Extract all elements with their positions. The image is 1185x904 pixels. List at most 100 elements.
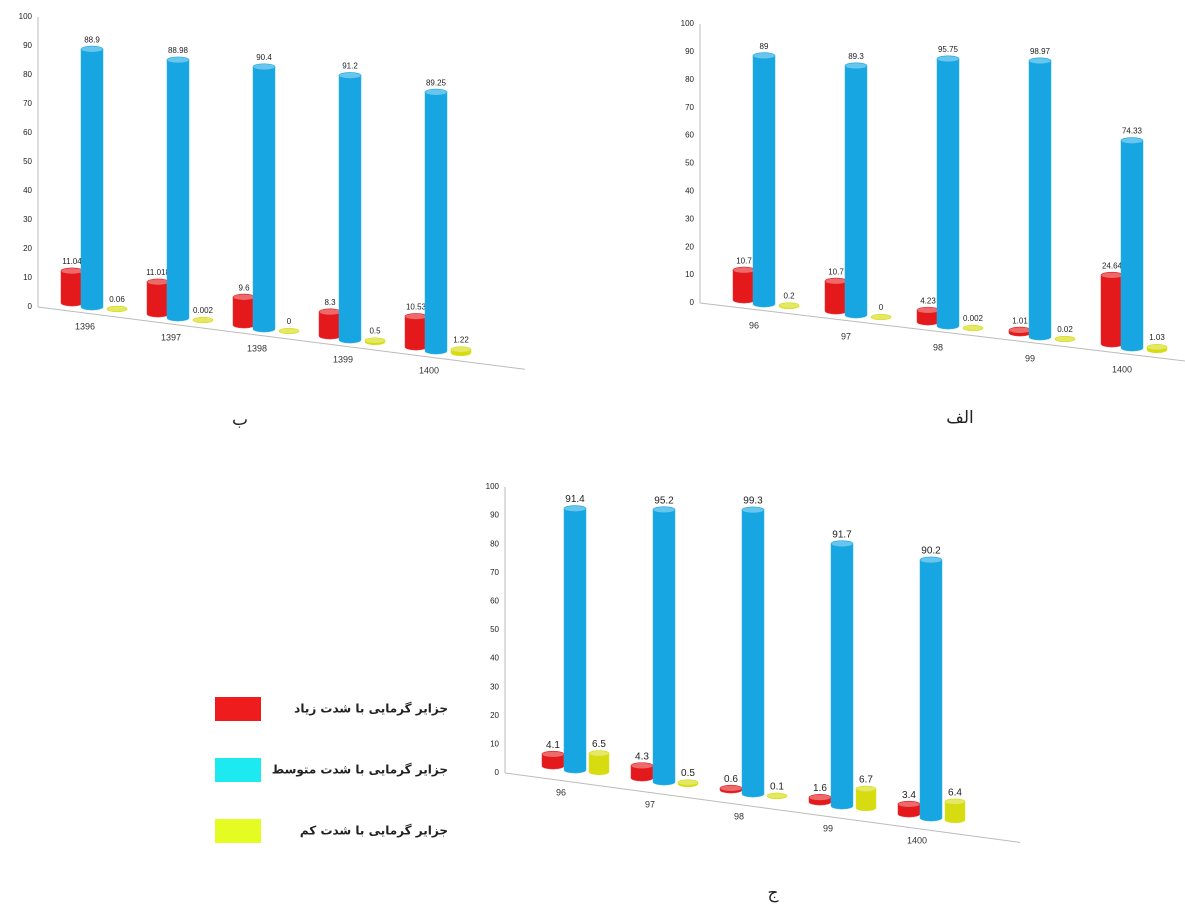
y-tick-label: 70	[490, 568, 499, 577]
y-tick-label: 10	[23, 273, 32, 282]
cylinder	[232, 296, 256, 329]
y-tick-label: 100	[681, 19, 695, 28]
cylinder-cap	[424, 88, 448, 96]
value-label: 1.03	[1149, 333, 1165, 342]
value-label: 8.3	[324, 298, 336, 307]
value-label: 90.2	[921, 546, 941, 557]
chart: 0 10 20 30 40 50 60 70 80 90 100 96 10.7 89 0.2 97 10.7 8…	[681, 19, 1185, 428]
y-tick-label: 80	[23, 70, 32, 79]
cylinder	[936, 58, 960, 330]
cylinder	[824, 280, 848, 315]
value-label: 0.6	[724, 774, 738, 785]
cylinder-cap	[766, 792, 788, 799]
panel-label: الف	[946, 408, 974, 428]
value-label: 10.53	[406, 303, 427, 312]
y-tick-label: 50	[685, 159, 694, 168]
cylinder	[563, 508, 587, 774]
value-label: 9.6	[238, 283, 250, 292]
cylinder-cap	[897, 800, 921, 808]
cylinder	[252, 66, 276, 333]
value-label: 6.5	[592, 739, 606, 750]
cylinder-cap	[192, 316, 214, 324]
cylinder-cap	[563, 505, 587, 512]
x-tick-label: 1399	[333, 354, 353, 364]
cylinder-cap	[541, 750, 565, 758]
panel-label: ب	[232, 410, 248, 430]
cylinder	[1100, 275, 1124, 348]
value-label: 0.5	[369, 327, 381, 336]
value-label: 1.6	[813, 783, 827, 794]
value-label: 89	[760, 42, 769, 51]
cylinder	[741, 509, 765, 798]
y-tick-label: 30	[23, 215, 32, 224]
value-label: 4.23	[920, 296, 936, 305]
cylinder	[424, 91, 448, 355]
value-label: 0.002	[963, 314, 984, 323]
x-tick-label: 98	[933, 342, 943, 352]
value-label: 3.4	[902, 790, 916, 801]
value-label: 88.9	[84, 35, 100, 44]
cylinder	[944, 801, 966, 824]
value-label: 0.06	[109, 295, 125, 304]
value-label: 98.97	[1030, 47, 1051, 56]
value-label: 89.25	[426, 78, 447, 87]
cylinder-cap	[252, 63, 276, 71]
chart: 0 10 20 30 40 50 60 70 80 90 100 1396 11.04 88.9 0.06 1…	[19, 12, 525, 430]
cylinder-cap	[588, 750, 610, 757]
cylinder-cap	[1008, 326, 1032, 334]
cylinder-cap	[870, 313, 892, 321]
value-label: 95.75	[938, 45, 959, 54]
y-tick-label: 0	[28, 302, 33, 311]
y-tick-label: 60	[685, 131, 694, 140]
x-tick-label: 96	[749, 320, 759, 330]
cylinder	[919, 559, 943, 822]
value-label: 95.2	[654, 495, 674, 506]
cylinder	[404, 316, 428, 351]
cylinder-cap	[278, 327, 300, 335]
cylinder	[588, 753, 610, 776]
y-tick-label: 50	[23, 157, 32, 166]
x-axis	[504, 772, 1021, 843]
cylinder-cap	[364, 337, 386, 344]
x-tick-label: 96	[556, 787, 566, 797]
cylinder-cap	[778, 302, 800, 309]
legend-label: جزایر گرمایی با شدت کم	[300, 824, 448, 838]
y-tick-label: 20	[685, 242, 694, 251]
x-tick-label: 97	[645, 799, 655, 809]
y-tick-label: 90	[490, 511, 499, 520]
cylinder	[844, 65, 868, 319]
cylinder-cap	[80, 45, 104, 53]
value-label: 0.1	[770, 781, 784, 792]
cylinder-cap	[60, 267, 84, 275]
x-tick-label: 99	[1025, 353, 1035, 363]
value-label: 4.1	[546, 740, 560, 751]
x-tick-label: 1397	[161, 332, 181, 342]
value-label: 1.22	[453, 336, 469, 345]
cylinder	[830, 543, 854, 810]
cylinder-cap	[962, 324, 984, 332]
value-label: 91.7	[832, 529, 852, 540]
x-tick-label: 1400	[1112, 364, 1132, 374]
value-label: 6.7	[859, 774, 873, 785]
cylinder-cap	[824, 277, 848, 285]
cylinder-cap	[732, 266, 756, 274]
value-label: 0.5	[681, 768, 695, 779]
legend-swatch	[215, 758, 261, 782]
cylinder-cap	[916, 306, 940, 314]
cylinder-cap	[338, 72, 362, 79]
cylinder-cap	[936, 55, 960, 63]
x-tick-label: 99	[823, 823, 833, 833]
y-tick-label: 70	[685, 103, 694, 112]
cylinder-cap	[830, 540, 854, 548]
cylinder-cap	[166, 56, 190, 64]
cylinder-cap	[630, 762, 654, 770]
y-tick-label: 20	[23, 244, 32, 253]
cylinder-cap	[450, 346, 472, 353]
y-tick-label: 10	[685, 270, 694, 279]
y-tick-label: 60	[23, 128, 32, 137]
cylinder-cap	[1054, 335, 1076, 343]
cylinder-cap	[106, 305, 128, 312]
value-label: 1.01	[1012, 316, 1028, 325]
cylinder	[60, 270, 84, 307]
chart: 0 10 20 30 40 50 60 70 80 90 100 96 4.1 91.4 6.5 97 4.3 9…	[486, 482, 1021, 903]
